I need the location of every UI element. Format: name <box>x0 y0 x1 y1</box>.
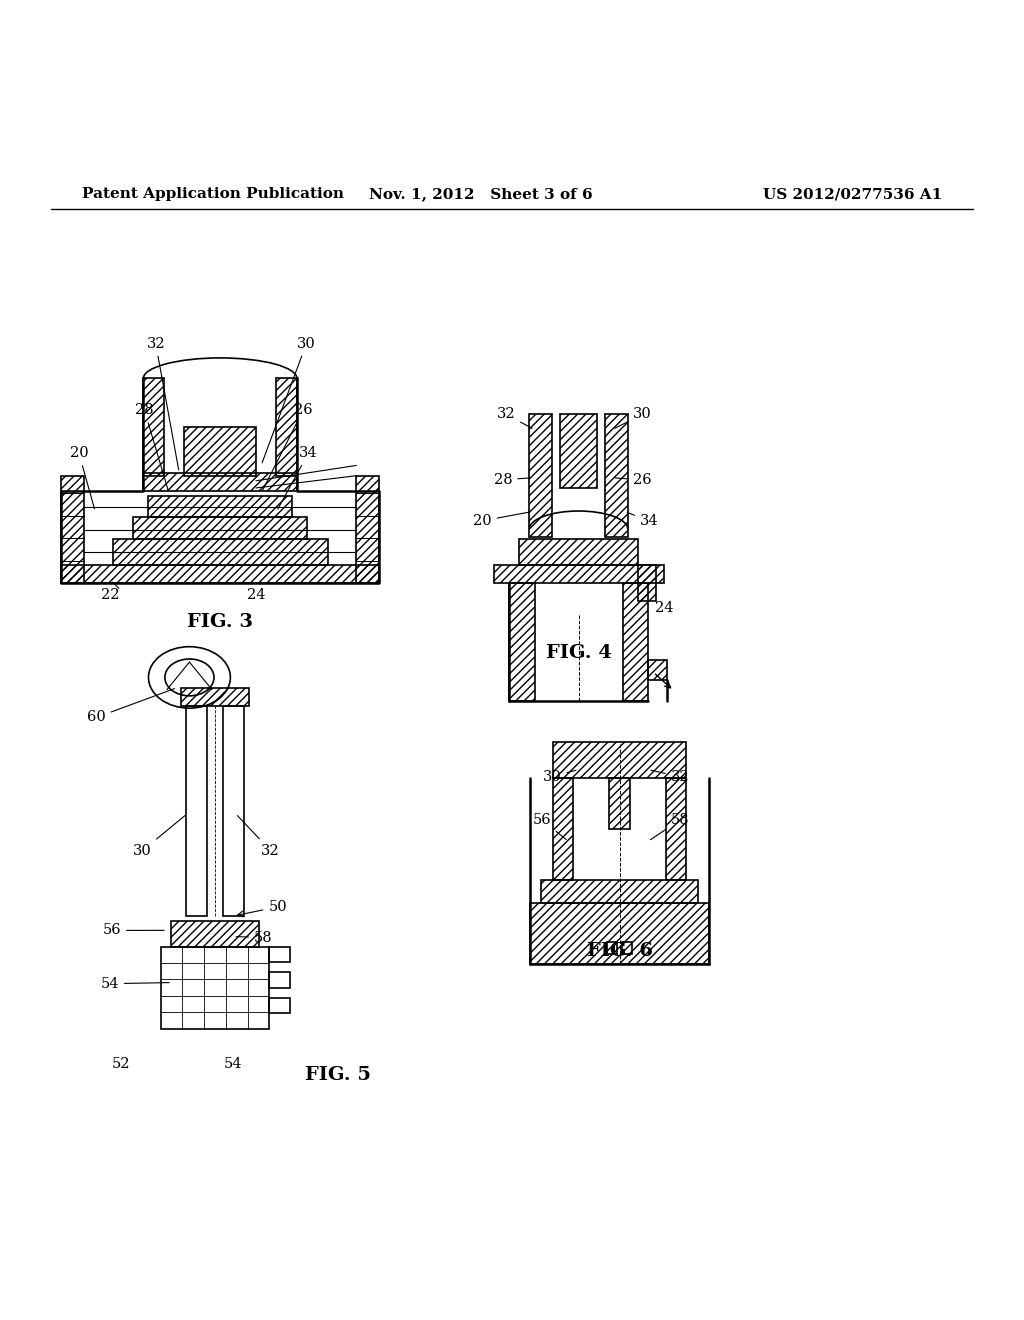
Text: 50: 50 <box>238 900 287 917</box>
Bar <box>186 706 207 916</box>
Bar <box>276 379 297 475</box>
Bar <box>622 941 632 954</box>
Bar <box>269 946 290 962</box>
Bar <box>113 539 328 565</box>
Text: Patent Application Publication: Patent Application Publication <box>82 187 344 201</box>
Bar <box>494 565 664 583</box>
Text: 34: 34 <box>278 446 317 510</box>
Text: FIG. 6: FIG. 6 <box>587 941 652 960</box>
Bar <box>553 777 573 880</box>
Text: 26: 26 <box>262 403 312 491</box>
Text: 56: 56 <box>532 813 566 840</box>
Bar <box>223 706 244 916</box>
Bar <box>181 688 249 706</box>
Text: 20: 20 <box>70 446 94 508</box>
Text: 32: 32 <box>146 337 179 470</box>
Bar <box>648 660 667 681</box>
Bar <box>61 475 84 583</box>
Text: 30: 30 <box>262 337 315 463</box>
Bar <box>666 777 686 880</box>
Text: 30: 30 <box>543 770 575 784</box>
Bar <box>553 742 686 777</box>
Bar <box>519 539 638 565</box>
Text: US 2012/0277536 A1: US 2012/0277536 A1 <box>763 187 942 201</box>
Text: 60: 60 <box>87 689 174 725</box>
Text: 32: 32 <box>497 408 532 428</box>
Bar <box>356 475 379 583</box>
Bar <box>605 414 628 537</box>
Text: 32: 32 <box>238 816 280 858</box>
Text: FIG. 3: FIG. 3 <box>187 612 253 631</box>
Bar <box>541 880 698 903</box>
Bar <box>530 903 709 964</box>
Bar <box>560 414 597 488</box>
Bar <box>529 414 552 537</box>
Text: 30: 30 <box>614 408 651 428</box>
Text: FIG. 5: FIG. 5 <box>305 1065 371 1084</box>
Text: 30: 30 <box>133 816 185 858</box>
Text: 58: 58 <box>650 813 689 840</box>
Text: 56: 56 <box>102 924 164 937</box>
Text: 20: 20 <box>473 512 529 528</box>
Text: 24: 24 <box>655 601 674 615</box>
Text: 58: 58 <box>237 931 272 945</box>
Text: FIG. 4: FIG. 4 <box>546 644 611 661</box>
Bar <box>143 379 164 475</box>
Bar <box>607 941 617 954</box>
Text: 28: 28 <box>494 473 529 487</box>
Text: 24: 24 <box>247 589 265 602</box>
Bar <box>269 998 290 1014</box>
Bar <box>269 973 290 987</box>
Bar <box>638 565 656 601</box>
Text: 26: 26 <box>615 473 651 487</box>
Bar <box>623 583 648 701</box>
Text: 54: 54 <box>224 1057 243 1072</box>
Bar <box>509 583 535 701</box>
Bar <box>161 946 269 1028</box>
Text: Nov. 1, 2012   Sheet 3 of 6: Nov. 1, 2012 Sheet 3 of 6 <box>370 187 593 201</box>
Bar <box>148 496 292 516</box>
Text: 32: 32 <box>651 770 689 784</box>
Text: 22: 22 <box>101 589 120 602</box>
Text: 34: 34 <box>628 512 658 528</box>
Text: 54: 54 <box>100 977 169 991</box>
Bar <box>184 428 256 475</box>
Bar <box>609 777 630 829</box>
Bar <box>171 921 259 946</box>
Text: 52: 52 <box>112 1057 130 1072</box>
Bar <box>61 565 379 583</box>
Bar <box>133 516 307 539</box>
Bar <box>143 473 297 491</box>
Text: 28: 28 <box>135 403 168 491</box>
